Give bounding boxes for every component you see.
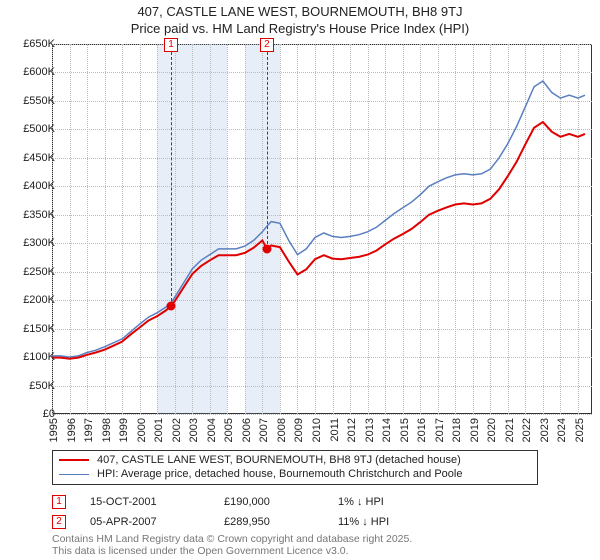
legend-row-hpi: HPI: Average price, detached house, Bour… xyxy=(59,467,531,481)
y-axis-label: £500K xyxy=(7,123,55,135)
sale-dot xyxy=(167,301,176,310)
y-axis-label: £550K xyxy=(7,95,55,107)
x-axis-label: 2021 xyxy=(504,418,516,442)
x-axis-label: 2010 xyxy=(311,418,323,442)
sale-date: 15-OCT-2001 xyxy=(90,496,200,508)
chart-subtitle: Price paid vs. HM Land Registry's House … xyxy=(0,21,600,36)
y-axis-label: £250K xyxy=(7,266,55,278)
sale-date: 05-APR-2007 xyxy=(90,516,200,528)
sale-diff: 1% ↓ HPI xyxy=(338,496,384,508)
legend-swatch-hpi xyxy=(59,474,89,475)
x-axis-label: 2002 xyxy=(171,418,183,442)
sale-row: 1 15-OCT-2001 £190,000 1% ↓ HPI xyxy=(52,492,552,512)
x-axis-label: 1996 xyxy=(66,418,78,442)
sale-diff: 11% ↓ HPI xyxy=(338,516,389,528)
x-axis-label: 2013 xyxy=(364,418,376,442)
chart-legend: 407, CASTLE LANE WEST, BOURNEMOUTH, BH8 … xyxy=(52,450,538,485)
sale-marker-box: 1 xyxy=(164,38,178,52)
chart-lines xyxy=(52,44,592,414)
x-axis-label: 2023 xyxy=(539,418,551,442)
sales-table: 1 15-OCT-2001 £190,000 1% ↓ HPI 2 05-APR-2007… xyxy=(52,492,552,532)
legend-label-property: 407, CASTLE LANE WEST, BOURNEMOUTH, BH8 … xyxy=(97,454,461,466)
x-axis-label: 2007 xyxy=(258,418,270,442)
x-axis-label: 2024 xyxy=(556,418,568,442)
x-axis-label: 2025 xyxy=(574,418,586,442)
y-axis-label: £600K xyxy=(7,66,55,78)
y-axis-label: £200K xyxy=(7,294,55,306)
x-axis-label: 2012 xyxy=(346,418,358,442)
legend-label-hpi: HPI: Average price, detached house, Bour… xyxy=(97,468,462,480)
x-axis-label: 2000 xyxy=(136,418,148,442)
chart-title: 407, CASTLE LANE WEST, BOURNEMOUTH, BH8 … xyxy=(0,4,600,19)
sale-price: £190,000 xyxy=(224,496,314,508)
chart-title-block: 407, CASTLE LANE WEST, BOURNEMOUTH, BH8 … xyxy=(0,0,600,36)
series-property xyxy=(52,122,585,359)
y-axis-label: £400K xyxy=(7,180,55,192)
footer-line-2: This data is licensed under the Open Gov… xyxy=(52,546,412,558)
sale-dot xyxy=(262,244,271,253)
sale-marker-box: 2 xyxy=(260,38,274,52)
x-axis-label: 1998 xyxy=(101,418,113,442)
x-axis-label: 1995 xyxy=(48,418,60,442)
sale-row-marker: 2 xyxy=(52,515,66,529)
y-axis-label: £650K xyxy=(7,38,55,50)
x-axis-label: 2018 xyxy=(451,418,463,442)
chart-plot-area: 12 xyxy=(52,44,592,414)
gridline-h xyxy=(52,414,592,415)
y-axis-label: £50K xyxy=(7,380,55,392)
sale-marker-dash xyxy=(267,52,268,249)
sale-price: £289,950 xyxy=(224,516,314,528)
x-axis-label: 2022 xyxy=(521,418,533,442)
legend-row-property: 407, CASTLE LANE WEST, BOURNEMOUTH, BH8 … xyxy=(59,453,531,467)
series-hpi xyxy=(52,81,585,357)
sale-marker-dash xyxy=(171,52,172,306)
x-axis-label: 2009 xyxy=(293,418,305,442)
x-axis-label: 2004 xyxy=(206,418,218,442)
legend-swatch-property xyxy=(59,459,89,461)
chart-footer: Contains HM Land Registry data © Crown c… xyxy=(52,534,412,557)
x-axis-label: 1997 xyxy=(83,418,95,442)
y-axis-label: £450K xyxy=(7,152,55,164)
x-axis-label: 2003 xyxy=(188,418,200,442)
x-axis-label: 2014 xyxy=(381,418,393,442)
x-axis-label: 2019 xyxy=(469,418,481,442)
x-axis-label: 2006 xyxy=(241,418,253,442)
x-axis-label: 2011 xyxy=(329,418,341,442)
y-axis-label: £100K xyxy=(7,351,55,363)
x-axis-label: 1999 xyxy=(118,418,130,442)
x-axis-label: 2016 xyxy=(416,418,428,442)
y-axis-label: £150K xyxy=(7,323,55,335)
x-axis-label: 2015 xyxy=(399,418,411,442)
sale-row-marker: 1 xyxy=(52,495,66,509)
x-axis-label: 2017 xyxy=(434,418,446,442)
x-axis-label: 2001 xyxy=(153,418,165,442)
x-axis-label: 2020 xyxy=(486,418,498,442)
sale-row: 2 05-APR-2007 £289,950 11% ↓ HPI xyxy=(52,512,552,532)
y-axis-label: £300K xyxy=(7,237,55,249)
y-axis-label: £350K xyxy=(7,209,55,221)
x-axis-label: 2005 xyxy=(223,418,235,442)
x-axis-label: 2008 xyxy=(276,418,288,442)
footer-line-1: Contains HM Land Registry data © Crown c… xyxy=(52,534,412,546)
